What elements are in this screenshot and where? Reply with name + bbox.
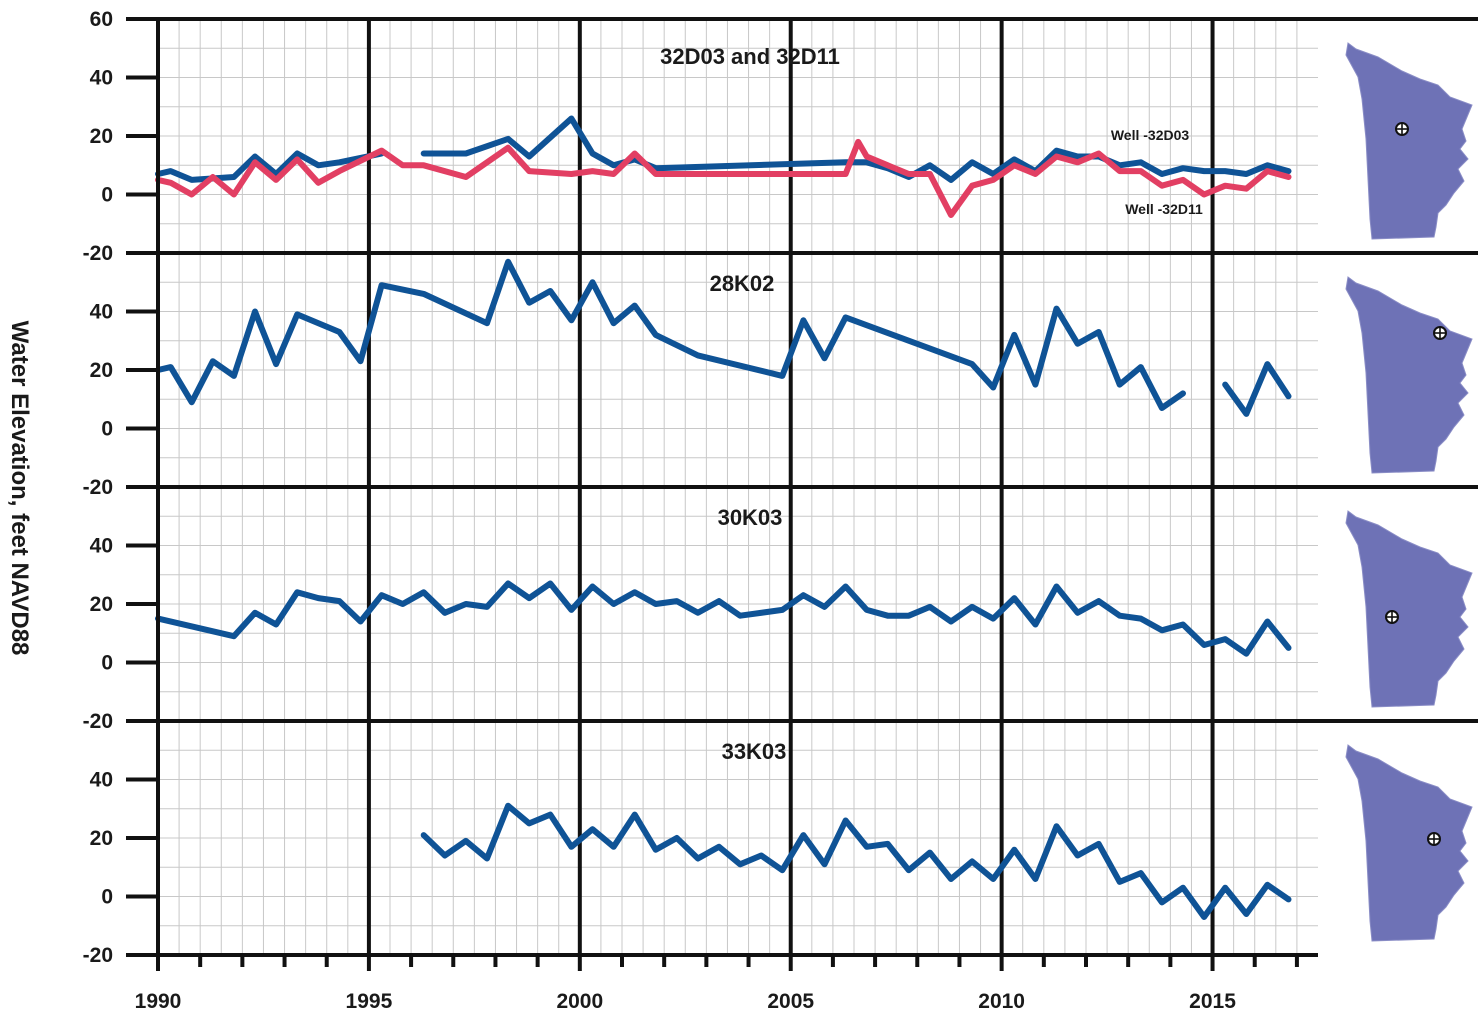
panel-title: 33K03 xyxy=(722,739,787,764)
panel-title: 30K03 xyxy=(718,505,783,530)
x-tick-label: 2010 xyxy=(978,990,1025,1013)
panel-axes xyxy=(126,17,1478,971)
y-tick-label: 20 xyxy=(90,593,113,616)
panel-title: 28K02 xyxy=(710,271,775,296)
series-line-well32d03 xyxy=(420,115,1292,183)
location-map xyxy=(1345,744,1473,942)
map-outline xyxy=(1345,510,1473,708)
y-tick-label: 20 xyxy=(90,125,113,148)
x-tick-label: 1995 xyxy=(346,990,393,1013)
location-maps xyxy=(1345,42,1473,942)
y-tick-label: 60 xyxy=(90,8,113,31)
y-tick-label: 40 xyxy=(90,67,113,90)
series-line xyxy=(1222,361,1292,417)
y-tick-label: -20 xyxy=(83,710,113,733)
y-axis-label: Water Elevation, feet NAVD88 xyxy=(6,321,33,656)
series-line xyxy=(155,580,1292,657)
y-tick-label: -20 xyxy=(83,476,113,499)
y-tick-label: 40 xyxy=(90,769,113,792)
series-line-well32d11 xyxy=(155,138,1292,218)
location-map xyxy=(1345,276,1473,474)
y-tick-label: -20 xyxy=(83,242,113,265)
series-line xyxy=(155,258,1186,411)
x-tick-label: 2015 xyxy=(1189,990,1236,1013)
series-line xyxy=(420,802,1292,920)
panel-title: 32D03 and 32D11 xyxy=(660,44,840,69)
y-tick-label: 0 xyxy=(101,184,113,207)
y-tick-label: 20 xyxy=(90,359,113,382)
y-tick-label: 0 xyxy=(101,886,113,909)
y-tick-label: 0 xyxy=(101,418,113,441)
series-annotation-32d11: Well -32D11 xyxy=(1125,201,1203,217)
y-tick-label: 40 xyxy=(90,535,113,558)
series-line-well32d03 xyxy=(155,150,385,183)
map-outline xyxy=(1345,42,1473,240)
y-tick-label: 20 xyxy=(90,827,113,850)
y-tick-label: -20 xyxy=(83,944,113,967)
series-lines xyxy=(155,115,1292,920)
location-map xyxy=(1345,510,1473,708)
x-tick-label: 2005 xyxy=(767,990,814,1013)
map-outline xyxy=(1345,276,1473,474)
series-annotation-32d03: Well -32D03 xyxy=(1111,127,1190,143)
map-outline xyxy=(1345,744,1473,942)
x-tick-label: 2000 xyxy=(556,990,603,1013)
location-map xyxy=(1345,42,1473,240)
y-tick-label: 40 xyxy=(90,301,113,324)
x-tick-label: 1990 xyxy=(135,990,182,1013)
y-tick-label: 0 xyxy=(101,652,113,675)
chart-labels: 60 40 20 0 -20 40 20 0 -20 40 20 0 -20 40 20 0 -20 1990 19… xyxy=(83,8,1237,1013)
